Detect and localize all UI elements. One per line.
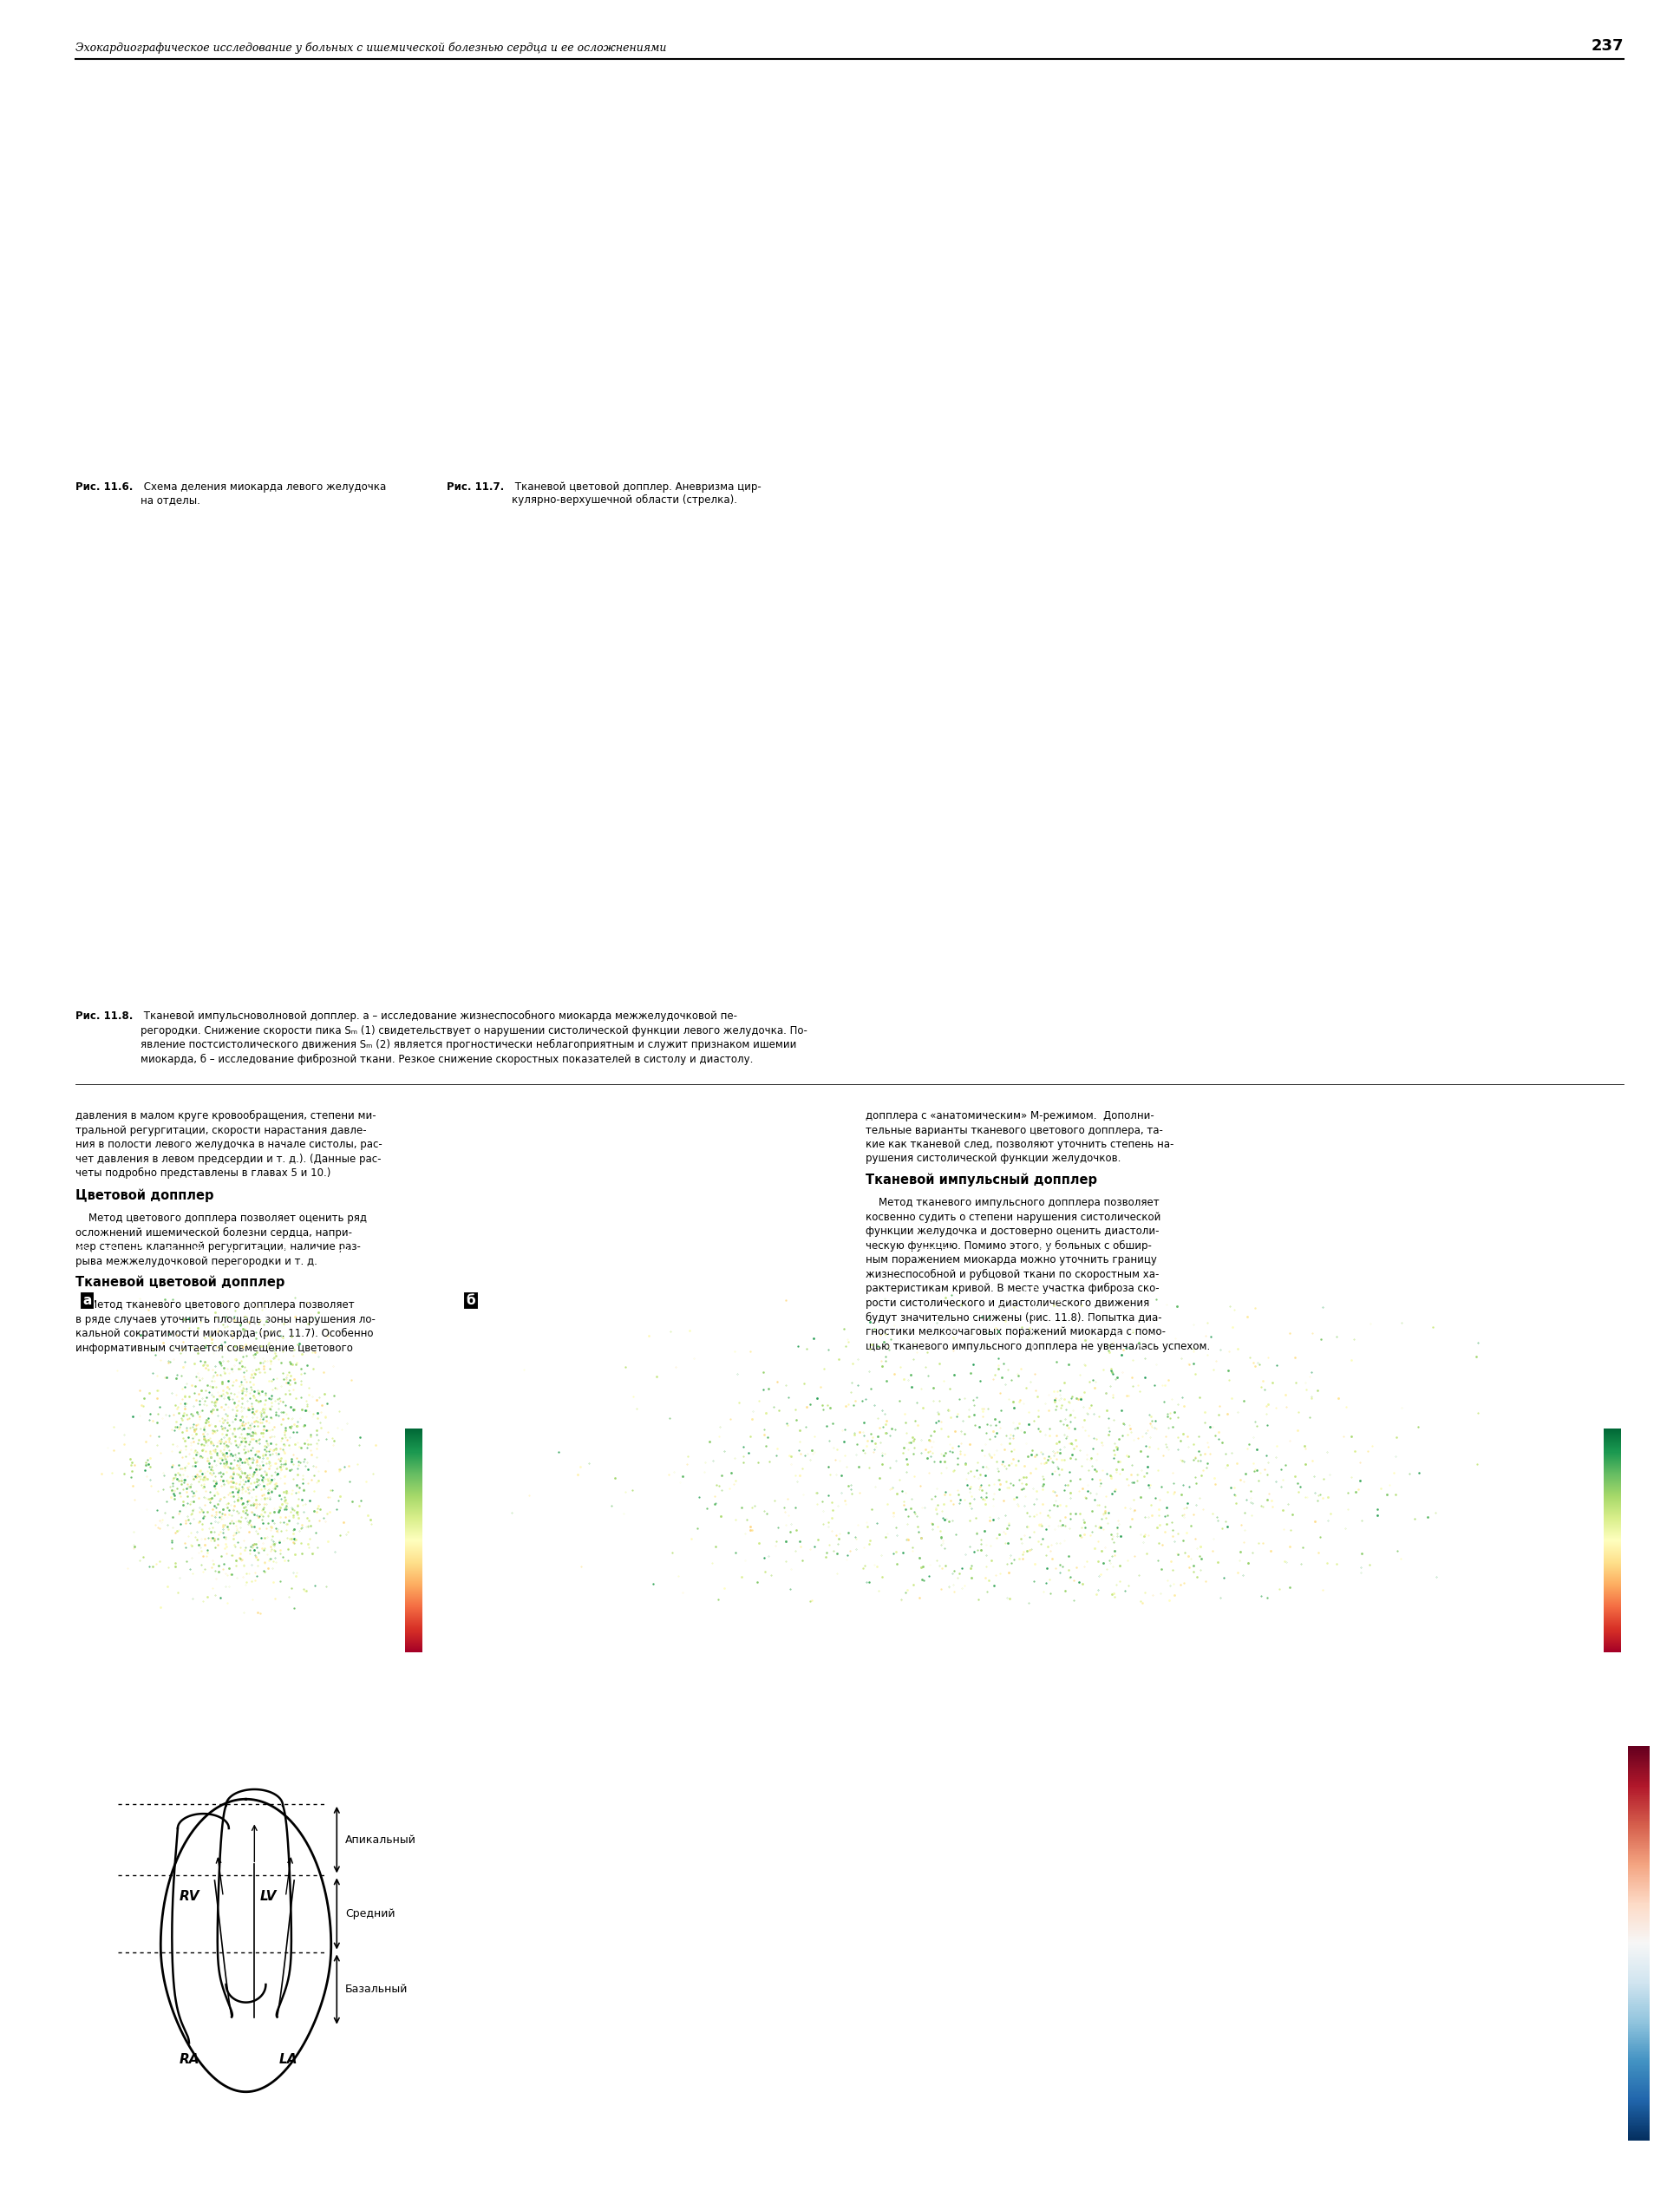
Text: допплера с «анатомическим» М-режимом.  Дополни-
тельные варианты тканевого цвето: допплера с «анатомическим» М-режимом. До… [865, 1109, 1174, 1165]
Text: RA: RA [178, 2053, 200, 2066]
Text: m/s: m/s [383, 1518, 395, 1525]
Text: 237: 237 [1591, 38, 1623, 53]
Text: LA: LA [279, 2053, 297, 2066]
Text: 0.12: 0.12 [383, 1388, 398, 1395]
Text: LV: LV [260, 1890, 277, 1903]
Text: Тканевой импульсный допплер: Тканевой импульсный допплер [865, 1174, 1097, 1187]
Text: 0.12: 0.12 [1482, 1388, 1499, 1395]
Text: Рис. 11.6.: Рис. 11.6. [76, 482, 133, 493]
Text: Апикальный: Апикальный [346, 1834, 417, 1845]
Text: Тканевой цветовой допплер. Аневризма цир-
кулярно-верхушечной области (стрелка).: Тканевой цветовой допплер. Аневризма цир… [512, 482, 761, 506]
Text: m/s: m/s [405, 1271, 418, 1280]
Text: Тканевой цветовой допплер: Тканевой цветовой допплер [76, 1275, 286, 1288]
Text: Метод тканевого цветового допплера позволяет
в ряде случаев уточнить площадь зон: Метод тканевого цветового допплера позво… [76, 1299, 375, 1353]
Text: б: б [465, 1293, 475, 1306]
Text: а: а [82, 1293, 91, 1306]
Text: Метод цветового допплера позволяет оценить ряд
осложнений ишемической болезни се: Метод цветового допплера позволяет оцени… [76, 1213, 366, 1266]
Text: Тканевой импульсноволновой допплер. а – исследование жизнеспособного миокарда ме: Тканевой импульсноволновой допплер. а – … [141, 1010, 808, 1065]
Text: -0.12: -0.12 [1482, 1487, 1500, 1496]
Text: Базальный: Базальный [346, 1985, 408, 1996]
Text: Эхокардиографическое исследование у больных с ишемической болезнью сердца и ее о: Эхокардиографическое исследование у боль… [76, 42, 667, 53]
Text: -0.42: -0.42 [1656, 1940, 1675, 1947]
Text: Рис. 11.7.: Рис. 11.7. [447, 482, 504, 493]
Text: m/s: m/s [1586, 1271, 1599, 1280]
Text: RV: RV [178, 1890, 200, 1903]
Text: Метод тканевого импульсного допплера позволяет
косвенно судить о степени нарушен: Метод тканевого импульсного допплера поз… [865, 1198, 1210, 1353]
Text: 0.12: 0.12 [1656, 2133, 1672, 2141]
Text: давления в малом круге кровообращения, степени ми-
тральной регургитации, скорос: давления в малом круге кровообращения, с… [76, 1109, 383, 1178]
Text: Цветовой допплер: Цветовой допплер [76, 1189, 213, 1202]
Text: Схема деления миокарда левого желудочка
на отделы.: Схема деления миокарда левого желудочка … [141, 482, 386, 506]
Text: 0.15: 0.15 [1482, 1545, 1495, 1549]
Text: Рис. 11.8.: Рис. 11.8. [76, 1010, 133, 1021]
Text: -0.12: -0.12 [383, 1487, 402, 1496]
Text: 0.15: 0.15 [383, 1545, 396, 1549]
Text: m/s: m/s [1482, 1518, 1494, 1525]
Text: Средний: Средний [346, 1907, 395, 1918]
